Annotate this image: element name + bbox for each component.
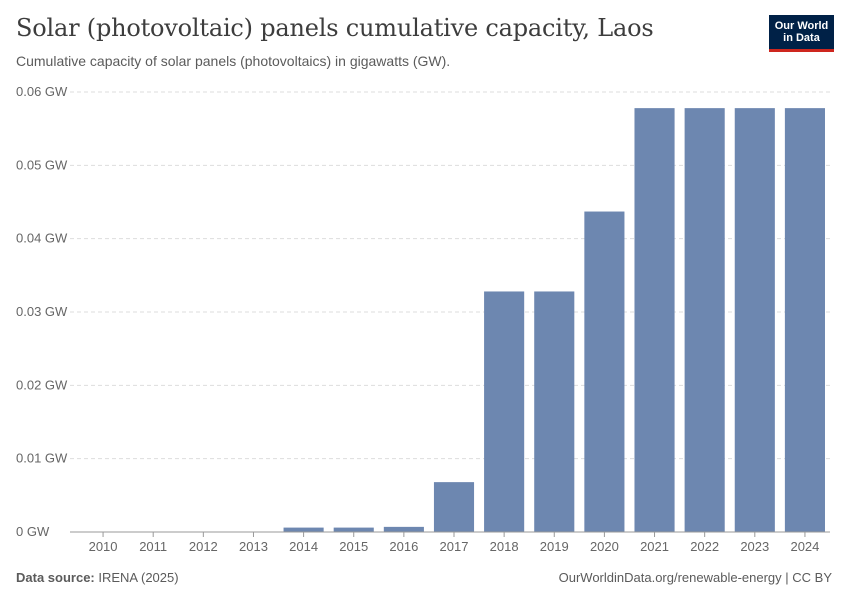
x-tick-label: 2018 xyxy=(490,539,519,554)
bar xyxy=(634,108,675,532)
chart-title: Solar (photovoltaic) panels cumulative c… xyxy=(16,14,654,42)
x-tick-label: 2021 xyxy=(640,539,669,554)
y-tick-label: 0 GW xyxy=(16,524,50,539)
x-tick-label: 2020 xyxy=(590,539,619,554)
bar xyxy=(734,108,775,532)
x-tick-label: 2011 xyxy=(139,539,167,554)
x-tick-label: 2017 xyxy=(440,539,469,554)
bar xyxy=(684,108,725,532)
owid-logo[interactable]: Our World in Data xyxy=(769,15,834,52)
y-tick-label: 0.03 GW xyxy=(16,304,68,319)
logo-line-2: in Data xyxy=(783,32,820,44)
x-tick-label: 2023 xyxy=(740,539,769,554)
credit-link[interactable]: OurWorldinData.org/renewable-energy | CC… xyxy=(558,570,832,585)
x-tick-label: 2019 xyxy=(540,539,569,554)
bar xyxy=(333,527,374,532)
logo-line-1: Our World xyxy=(774,20,829,32)
bar xyxy=(534,291,575,532)
x-tick-label: 2014 xyxy=(289,539,318,554)
chart-subtitle: Cumulative capacity of solar panels (pho… xyxy=(16,53,451,69)
x-tick-label: 2010 xyxy=(89,539,118,554)
y-tick-label: 0.05 GW xyxy=(16,157,68,172)
bar xyxy=(433,482,475,532)
x-tick-label: 2024 xyxy=(790,539,819,554)
y-tick-label: 0.01 GW xyxy=(16,451,68,466)
bar xyxy=(283,527,324,532)
data-source-label: Data source: xyxy=(16,570,95,585)
bar xyxy=(784,108,825,532)
y-tick-label: 0.06 GW xyxy=(16,84,68,99)
x-tick-label: 2013 xyxy=(239,539,268,554)
x-tick-label: 2016 xyxy=(389,539,418,554)
bar xyxy=(484,291,525,532)
data-source-link[interactable]: IRENA (2025) xyxy=(98,570,179,585)
x-tick-label: 2022 xyxy=(690,539,719,554)
x-tick-label: 2015 xyxy=(339,539,368,554)
y-tick-label: 0.02 GW xyxy=(16,377,68,392)
bar xyxy=(584,211,625,533)
bar xyxy=(383,526,424,532)
y-tick-label: 0.04 GW xyxy=(16,231,68,246)
data-source: Data source: IRENA (2025) xyxy=(16,570,179,585)
x-tick-label: 2012 xyxy=(189,539,218,554)
